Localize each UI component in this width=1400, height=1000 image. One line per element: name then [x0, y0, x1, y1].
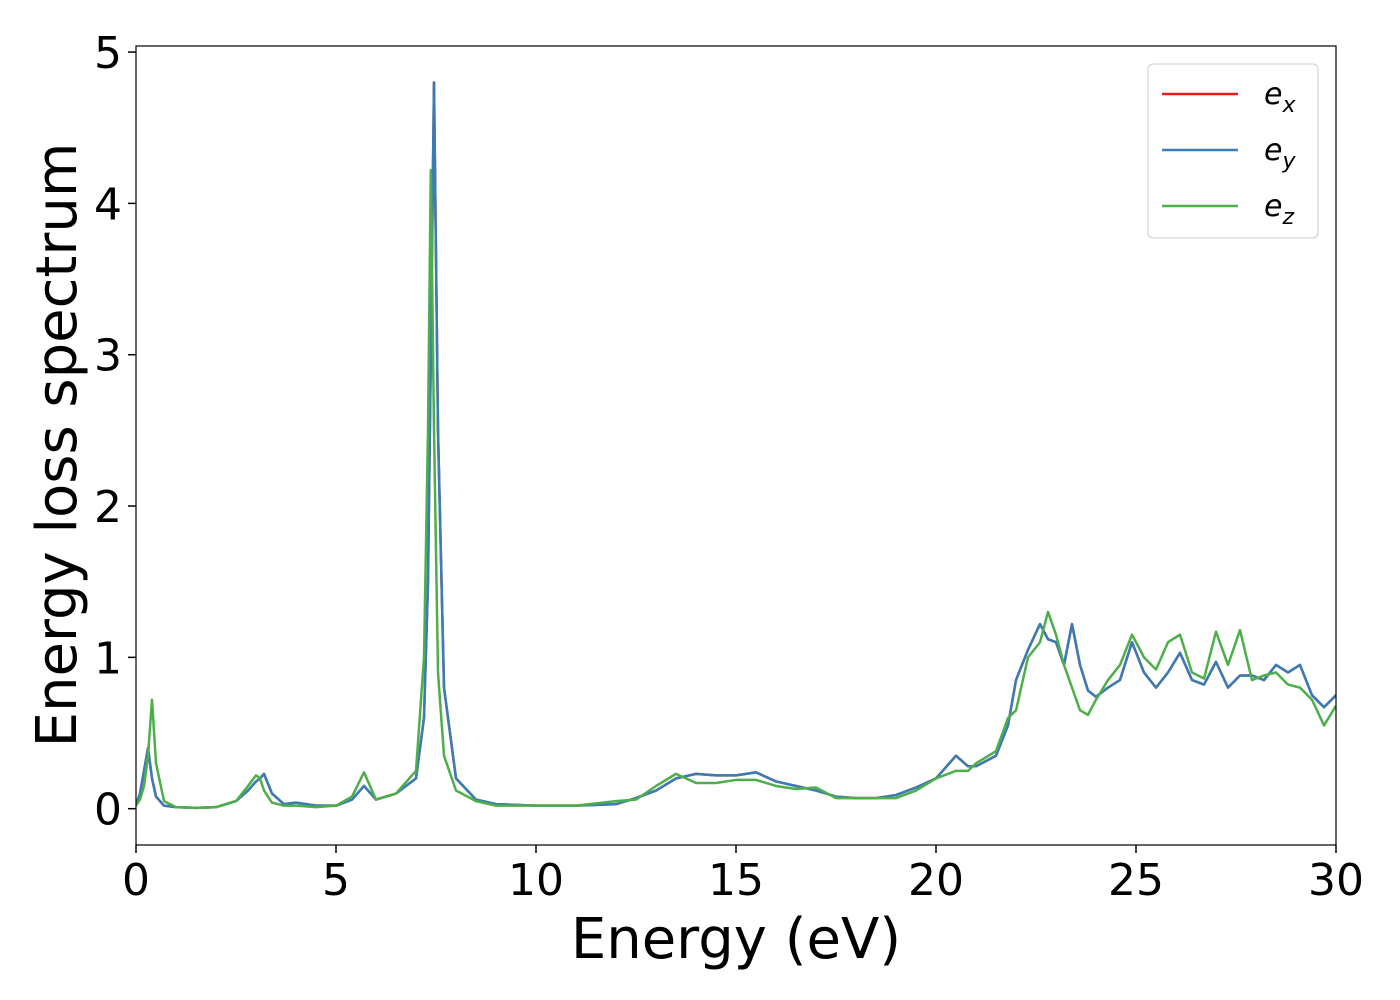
- x-tick-label: 25: [1108, 855, 1164, 906]
- x-tick-label: 20: [908, 855, 964, 906]
- y-tick-label: 2: [94, 482, 122, 533]
- x-tick-label: 10: [508, 855, 564, 906]
- y-tick-label: 5: [94, 28, 122, 79]
- x-axis-label: Energy (eV): [571, 907, 901, 972]
- y-tick-label: 4: [94, 179, 122, 230]
- x-tick-label: 30: [1308, 855, 1364, 906]
- x-tick-label: 15: [708, 855, 764, 906]
- plot-frame: [135, 45, 1337, 846]
- y-axis-label: Energy loss spectrum: [25, 143, 90, 748]
- line: [136, 168, 1336, 810]
- line: [136, 81, 1336, 810]
- y-tick-label: 0: [94, 785, 122, 836]
- y-tick-label: 3: [94, 331, 122, 382]
- x-tick-label: 5: [322, 855, 350, 906]
- x-tick-label: 0: [122, 855, 150, 906]
- y-tick-label: 1: [94, 633, 122, 684]
